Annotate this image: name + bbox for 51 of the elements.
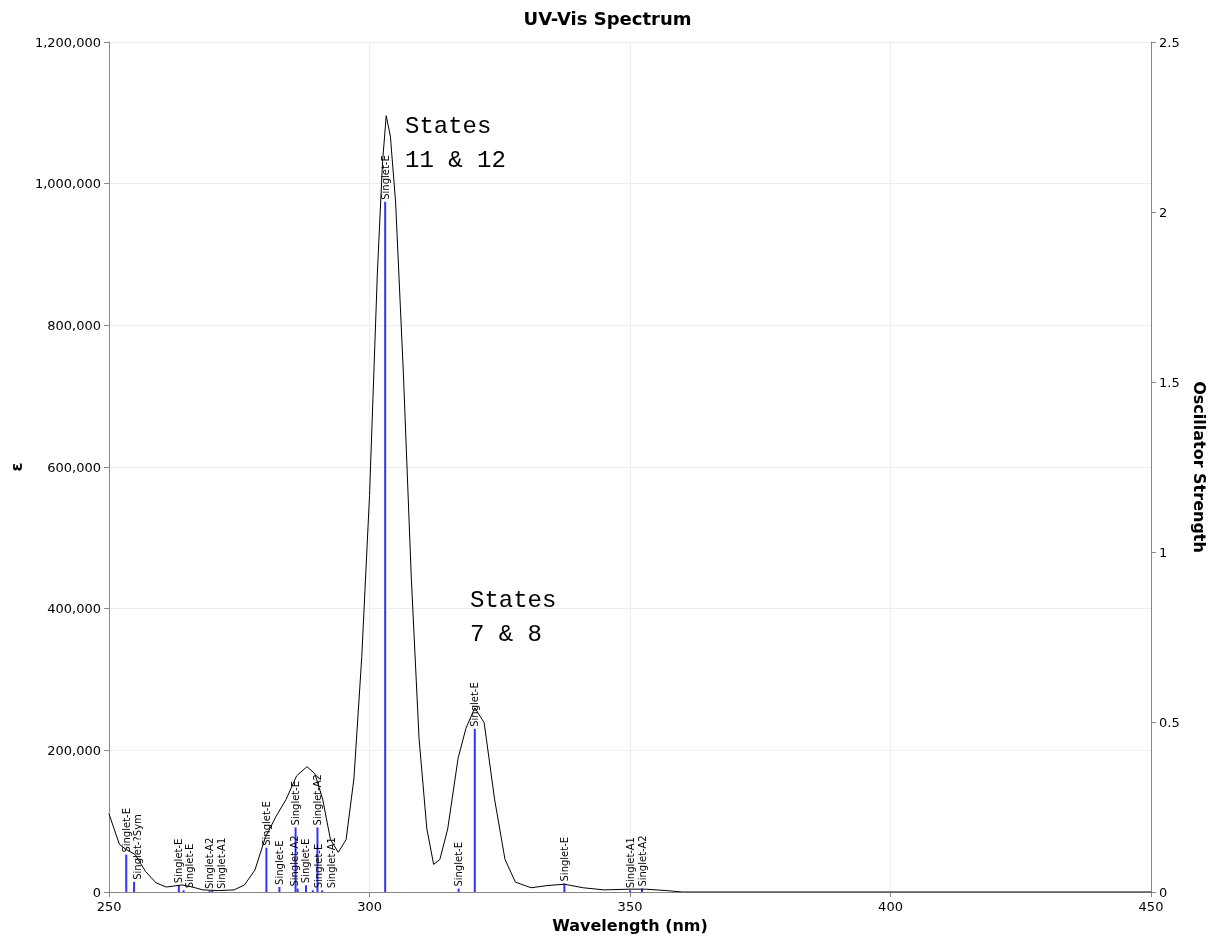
y2-tick-label: 0.5 bbox=[1159, 714, 1180, 730]
chart-title: UV-Vis Spectrum bbox=[523, 7, 692, 29]
bar bbox=[265, 847, 268, 892]
data-label: Singlet-A1 bbox=[325, 837, 337, 889]
data-label: Singlet-E bbox=[313, 843, 325, 889]
bar bbox=[133, 881, 136, 892]
y-tick-label: 200,000 bbox=[47, 742, 102, 758]
data-label: Singlet-A1 bbox=[215, 837, 227, 889]
y2-tick-label: 1 bbox=[1159, 544, 1168, 560]
data-label: Singlet-E bbox=[453, 842, 465, 887]
data-label: Singlet-E bbox=[173, 838, 185, 884]
y-tick-label: 1,200,000 bbox=[34, 34, 102, 50]
y-tick-label: 0 bbox=[92, 884, 102, 900]
data-label: Singlet-A2 bbox=[204, 837, 216, 889]
data-label: Singlet-E bbox=[273, 840, 285, 885]
y-axis-title: ε bbox=[6, 462, 26, 472]
x-axis-title: Wavelength (nm) bbox=[552, 916, 708, 936]
x-tick-label: 450 bbox=[1138, 899, 1164, 914]
bar bbox=[304, 885, 307, 892]
data-label: Singlet-A1 bbox=[624, 837, 636, 889]
annotation: States 11 & 12 bbox=[405, 112, 506, 174]
bar bbox=[473, 728, 476, 892]
x-tick-label: 250 bbox=[96, 899, 122, 914]
y2-axis-title: Oscillator Strength bbox=[1189, 381, 1209, 553]
data-label: Singlet-E bbox=[184, 843, 196, 889]
data-label: Singlet-E bbox=[300, 838, 312, 884]
x-tick-label: 400 bbox=[878, 899, 903, 914]
y2-tick-label: 0 bbox=[1159, 884, 1168, 900]
y-tick-label: 800,000 bbox=[47, 317, 102, 333]
y2-tick-label: 2.5 bbox=[1159, 34, 1180, 50]
x-tick-label: 300 bbox=[357, 899, 382, 914]
y-tick-label: 600,000 bbox=[47, 459, 102, 475]
data-label: Singlet-E bbox=[379, 155, 391, 200]
x-tick-label: 350 bbox=[617, 899, 643, 914]
annotation: States 7 & 8 bbox=[470, 586, 557, 648]
y2-tick-label: 2 bbox=[1159, 204, 1168, 220]
data-label: Singlet-?Sym bbox=[131, 814, 143, 880]
data-label: Singlet-E bbox=[120, 808, 132, 853]
bar bbox=[278, 886, 281, 892]
data-label: Singlet-A2 bbox=[289, 835, 301, 887]
y2-tick-label: 1.5 bbox=[1159, 374, 1180, 390]
y-tick-label: 1,000,000 bbox=[34, 176, 102, 192]
data-label: Singlet-A2 bbox=[636, 835, 648, 887]
data-label: Singlet-E bbox=[558, 836, 570, 882]
y-tick-label: 400,000 bbox=[47, 601, 102, 617]
data-label: Singlet-E bbox=[469, 682, 481, 727]
data-label: Singlet-E bbox=[260, 801, 272, 846]
bar bbox=[384, 201, 387, 892]
bar bbox=[125, 854, 128, 892]
data-label: Singlet-A2 bbox=[311, 774, 323, 826]
data-label: Singlet-E bbox=[290, 780, 302, 826]
